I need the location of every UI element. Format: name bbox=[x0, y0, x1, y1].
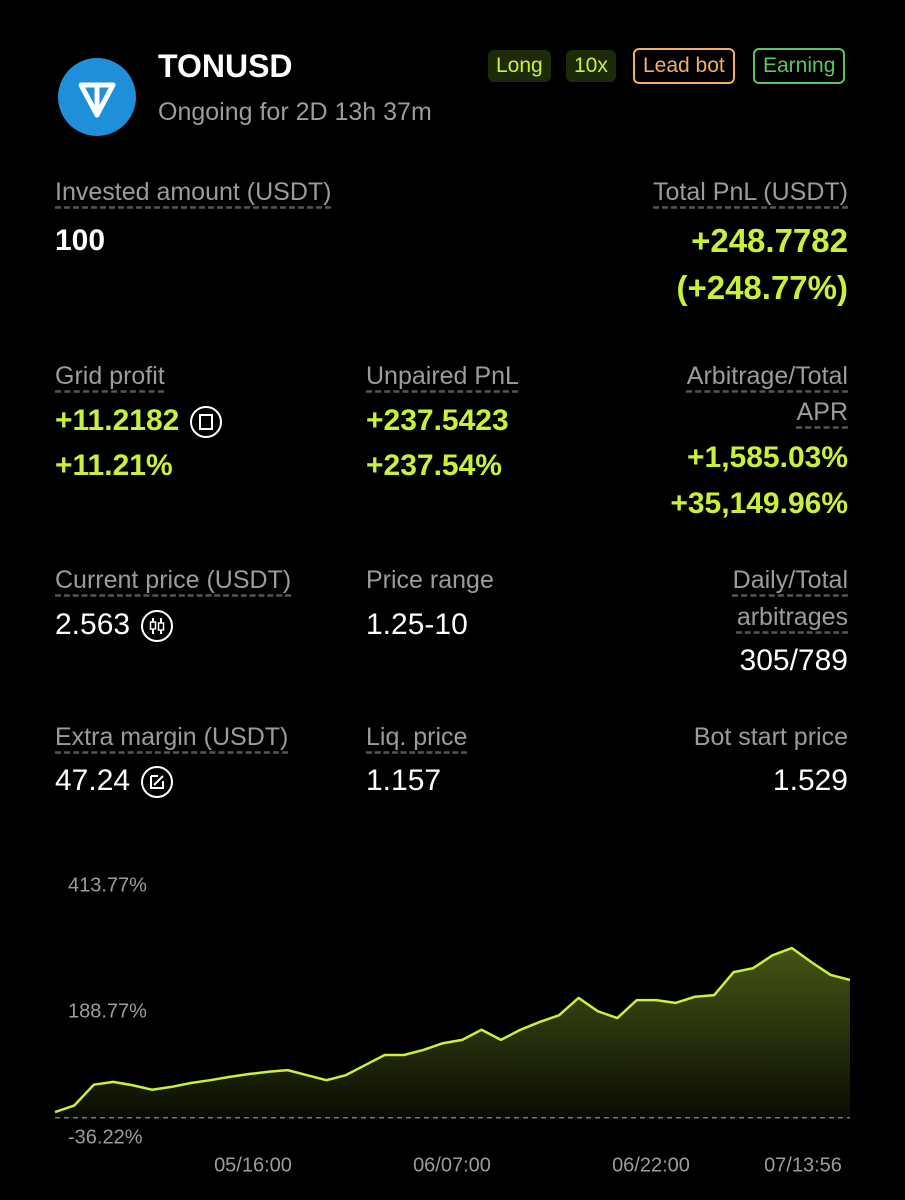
y-tick-label: -36.22% bbox=[68, 1126, 143, 1148]
coin-icon bbox=[58, 58, 136, 136]
tag: Earning bbox=[753, 48, 846, 84]
stat-value: +237.5423 bbox=[366, 404, 509, 437]
stat-label: Current price (USDT) bbox=[55, 566, 292, 594]
stat-value: 1.25-10 bbox=[366, 608, 468, 641]
chart-icon[interactable] bbox=[140, 609, 174, 643]
edit-icon[interactable] bbox=[140, 765, 174, 799]
stat-value: +248.7782 bbox=[691, 222, 848, 259]
stat-value: +1,585.03% bbox=[687, 441, 848, 474]
y-tick-label: 188.77% bbox=[68, 1000, 147, 1022]
stat-value-text: 2.563 bbox=[55, 608, 131, 641]
stat-label: Daily/Total bbox=[732, 566, 848, 594]
area-fill bbox=[55, 948, 850, 1118]
pair-title: TONUSD bbox=[158, 48, 293, 84]
stat-value-text: +11.2182 bbox=[55, 404, 180, 437]
stat-label: arbitrages bbox=[736, 603, 848, 631]
x-tick-label: 06/22:00 bbox=[612, 1154, 690, 1176]
stat-label: Bot start price bbox=[693, 723, 848, 751]
stat-label: Invested amount (USDT) bbox=[55, 178, 332, 206]
stat-value: +11.21% bbox=[55, 449, 173, 482]
stat-label: APR bbox=[796, 398, 848, 426]
details-icon[interactable] bbox=[189, 405, 223, 439]
y-tick-label: 413.77% bbox=[68, 874, 147, 896]
tag: Long bbox=[488, 50, 551, 82]
stat-label: Price range bbox=[366, 566, 494, 594]
stat-label: Arbitrage/Total bbox=[686, 362, 848, 390]
stat-label: Extra margin (USDT) bbox=[55, 723, 289, 751]
x-tick-label: 07/13:56 bbox=[764, 1154, 842, 1176]
tag: Lead bot bbox=[633, 48, 735, 84]
stat-value: 305/789 bbox=[739, 644, 848, 677]
stat-value: +35,149.96% bbox=[670, 487, 848, 520]
tag: 10x bbox=[566, 50, 616, 82]
x-tick-label: 06/07:00 bbox=[413, 1154, 491, 1176]
stat-label: Grid profit bbox=[55, 362, 165, 390]
stat-value: 1.157 bbox=[366, 764, 442, 797]
stat-value: 100 bbox=[55, 224, 106, 257]
stat-value: (+248.77%) bbox=[676, 269, 848, 306]
stat-value: 1.529 bbox=[772, 764, 848, 797]
stat-value: 2.563 bbox=[55, 602, 174, 648]
stat-value: +11.2182 bbox=[55, 398, 223, 444]
area-line bbox=[54, 946, 851, 1114]
stat-value: 47.24 bbox=[55, 758, 174, 804]
stat-label: Unpaired PnL bbox=[366, 362, 519, 390]
stat-label: Total PnL (USDT) bbox=[653, 178, 848, 206]
duration: Ongoing for 2D 13h 37m bbox=[158, 98, 432, 126]
x-tick-label: 05/16:00 bbox=[214, 1154, 292, 1176]
stat-label: Liq. price bbox=[366, 723, 468, 751]
stat-value-text: 47.24 bbox=[55, 764, 131, 797]
stat-value: +237.54% bbox=[366, 449, 502, 482]
